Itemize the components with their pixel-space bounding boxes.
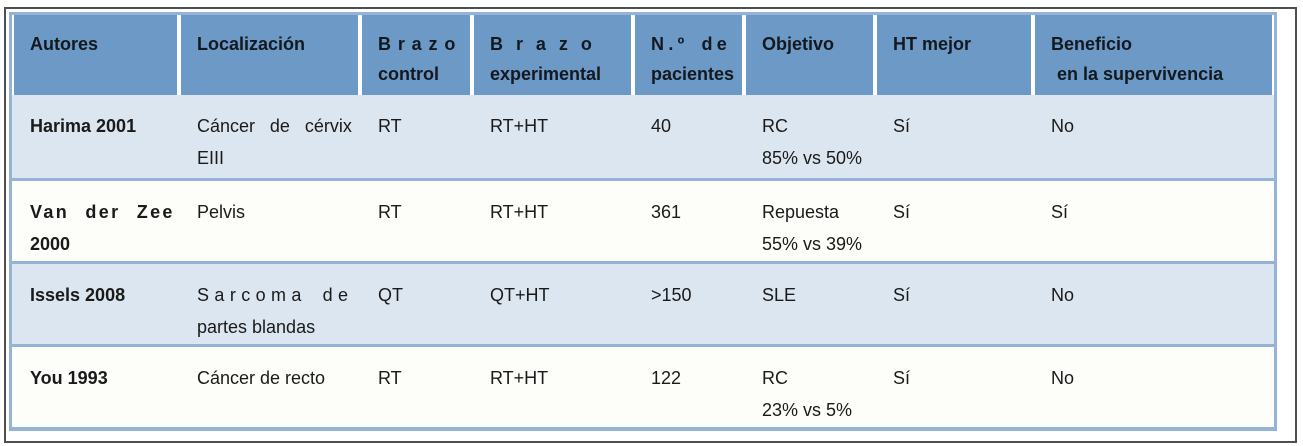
cell-brazo-control: RT <box>378 368 402 388</box>
cell-beneficio: Sí <box>1051 202 1069 222</box>
cell-autores: You 1993 <box>12 347 179 427</box>
cell-brazo-control: RT <box>378 116 402 136</box>
cell-brazo-experimental: QT+HT <box>490 285 550 305</box>
header-cell-brazo-control: Brazo control <box>360 15 472 95</box>
cell-line: 23% vs 5% <box>762 400 853 420</box>
cell-objetivo: Repuesta 55% vs 39% <box>744 181 875 261</box>
cell-autores: Harima 2001 <box>12 95 179 178</box>
cell-line: Pelvis <box>197 202 246 222</box>
header-cell-beneficio: Beneficio en la supervivencia <box>1033 15 1274 95</box>
cell-line: Sarcoma de <box>197 285 354 305</box>
cell-brazo-experimental: RT+HT <box>490 368 549 388</box>
cell-line: partes blandas <box>197 317 316 337</box>
cell-localizacion: Cáncer de cérvix EIII <box>179 95 360 178</box>
header-cell-brazo-experimental: Brazo experimental <box>472 15 633 95</box>
header-label: control <box>378 64 439 84</box>
cell-objetivo: RC 23% vs 5% <box>744 347 875 427</box>
cell-line: Harima 2001 <box>30 116 137 136</box>
cell-pacientes: 40 <box>651 116 672 136</box>
cell-line: Cáncer de cérvix <box>197 116 352 136</box>
cell-pacientes: 122 <box>651 368 682 388</box>
cell-beneficio: No <box>1051 116 1075 136</box>
cell-pacientes: >150 <box>651 285 692 305</box>
table-row: Van der Zee 2000 Pelvis RT RT+HT 361 Rep… <box>12 178 1274 261</box>
cell-ht-mejor: Sí <box>893 368 911 388</box>
header-label: experimental <box>490 64 602 84</box>
header-label: Autores <box>30 34 99 54</box>
cell-ht-mejor: Sí <box>893 116 911 136</box>
cell-line: 85% vs 50% <box>762 148 863 168</box>
cell-brazo-control: RT <box>378 202 402 222</box>
cell-beneficio: No <box>1051 368 1075 388</box>
clinical-trials-table: Autores Localización Brazo control Brazo… <box>9 12 1277 431</box>
header-label: Beneficio <box>1051 34 1133 54</box>
cell-ht-mejor: Sí <box>893 202 911 222</box>
cell-autores: Van der Zee 2000 <box>12 181 179 261</box>
cell-autores: Issels 2008 <box>12 264 179 344</box>
cell-localizacion: Pelvis <box>179 181 360 261</box>
header-label: N.º de <box>651 34 732 54</box>
cell-brazo-experimental: RT+HT <box>490 202 549 222</box>
header-cell-pacientes: N.º de pacientes <box>633 15 744 95</box>
cell-line: You 1993 <box>30 368 108 388</box>
cell-line: EIII <box>197 148 225 168</box>
table-header-row: Autores Localización Brazo control Brazo… <box>12 15 1274 95</box>
cell-brazo-control: QT <box>378 285 403 305</box>
cell-line: SLE <box>762 285 797 305</box>
cell-line: Cáncer de recto <box>197 368 326 388</box>
header-cell-ht-mejor: HT mejor <box>875 15 1033 95</box>
cell-line: Van der Zee <box>30 202 175 222</box>
header-label: Brazo <box>378 34 463 54</box>
cell-objetivo: SLE <box>744 264 875 344</box>
cell-line: Issels 2008 <box>30 285 126 305</box>
cell-localizacion: Sarcoma de partes blandas <box>179 264 360 344</box>
cell-brazo-experimental: RT+HT <box>490 116 549 136</box>
table-row: Issels 2008 Sarcoma de partes blandas QT… <box>12 261 1274 344</box>
cell-beneficio: No <box>1051 285 1075 305</box>
header-label: en la supervivencia <box>1057 64 1224 84</box>
cell-line: RC <box>762 368 788 388</box>
cell-localizacion: Cáncer de recto <box>179 347 360 427</box>
cell-pacientes: 361 <box>651 202 682 222</box>
header-label: pacientes <box>651 64 735 84</box>
table-row: You 1993 Cáncer de recto RT RT+HT 122 RC… <box>12 344 1274 427</box>
cell-line: Repuesta <box>762 202 840 222</box>
cell-line: 55% vs 39% <box>762 234 863 254</box>
table-row: Harima 2001 Cáncer de cérvix EIII RT RT+… <box>12 95 1274 178</box>
cell-line: RC <box>762 116 788 136</box>
header-cell-localizacion: Localización <box>179 15 360 95</box>
header-cell-objetivo: Objetivo <box>744 15 875 95</box>
header-cell-autores: Autores <box>12 15 179 95</box>
header-label: Localización <box>197 34 306 54</box>
cell-objetivo: RC 85% vs 50% <box>744 95 875 178</box>
header-label: Objetivo <box>762 34 835 54</box>
cell-ht-mejor: Sí <box>893 285 911 305</box>
header-label: HT mejor <box>893 34 972 54</box>
cell-line: 2000 <box>30 234 71 254</box>
header-label: Brazo <box>490 34 605 54</box>
table-frame: Autores Localización Brazo control Brazo… <box>4 7 1297 443</box>
